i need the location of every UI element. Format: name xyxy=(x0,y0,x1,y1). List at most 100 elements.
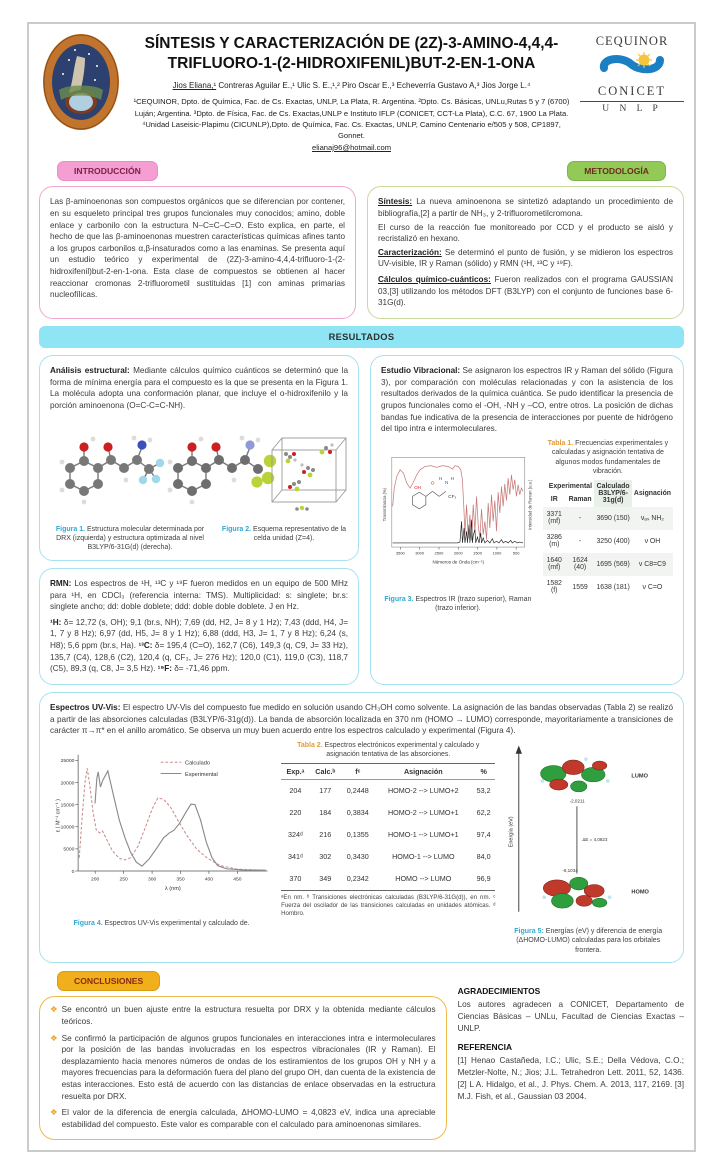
fig4-ytick-5: 0 xyxy=(72,869,75,875)
tabla1-caption: Tabla 1. Frecuencias experimentales y ca… xyxy=(543,439,673,477)
t1-r3-ir: 1582 (f) xyxy=(546,580,562,595)
referencia-2: [2] L A. Hidalgo, et al., J. Phys. Chem.… xyxy=(457,1080,675,1090)
rmn-c-text: δ= 195,4 (C=O), 162,7 (C6), 149,3 (q, C9… xyxy=(50,641,348,674)
header-center: SÍNTESIS Y CARACTERIZACIÓN DE (2Z)-3-AMI… xyxy=(129,30,574,153)
fig3-xtick-2: 2500 xyxy=(435,550,445,555)
rmn-h-lead: ¹H: xyxy=(50,617,62,627)
unit-cell-box xyxy=(271,437,347,503)
conclusion-text-2: Se confirmó la participación de algunos … xyxy=(61,1033,436,1101)
metodologia-badge: METODOLOGÍA xyxy=(567,161,666,182)
rmn-h-text: δ= 12,72 (s, OH); 9,1 (br.s, NH); 7,69 (… xyxy=(50,617,348,651)
fig4-xtick-3: 350 xyxy=(176,876,185,882)
metodologia-p2: Caracterización: Se determinó el punto d… xyxy=(378,247,673,270)
figura1-caption: Figura 1. Estructura molecular determina… xyxy=(50,525,210,553)
figura2-caption-text: Esquema representativo de la celda unida… xyxy=(251,525,347,542)
fig3-xticks xyxy=(400,546,517,550)
fig3-xtick-3: 2000 xyxy=(454,550,464,555)
molecule-inset: OH O H N H CF₃ xyxy=(412,476,456,510)
analisis-body: Mediante cálculos químico cuánticos se d… xyxy=(50,366,349,410)
t2-header-exp: Exp.ᵃ xyxy=(281,763,310,780)
bottom-row: CONCLUSIONES ❖ Se encontró un buen ajuste… xyxy=(39,971,684,1140)
t2-r3-exp: 341ᵈ xyxy=(288,852,303,862)
header: SÍNTESIS Y CARACTERIZACIÓN DE (2Z)-3-AMI… xyxy=(39,30,684,153)
metodologia-section: METODOLOGÍA Síntesis: La nueva aminoenon… xyxy=(367,159,684,319)
calculado-curve xyxy=(78,768,266,871)
t2-r2-f: 0,1355 xyxy=(346,830,369,840)
uvvis-text: Espectros UV-Vis: El espectro UV-Vis del… xyxy=(50,702,673,737)
metodologia-p1b: El curso de la reacción fue monitoreado … xyxy=(378,222,673,244)
rmn-f-text: δ= -71,46 ppm. xyxy=(171,664,230,674)
poster: SÍNTESIS Y CARACTERIZACIÓN DE (2Z)-3-AMI… xyxy=(27,22,696,1152)
t2-header-asignacion: Asignación xyxy=(374,763,472,780)
fig4-xlabel: λ (nm) xyxy=(165,886,181,892)
t2-r1-f: 0,3834 xyxy=(346,808,369,818)
t2-r2-pct: 97,4 xyxy=(476,830,491,840)
rmn-lead: RMN: xyxy=(50,578,72,588)
metodologia-p3: Cálculos químico-cuánticos: Fueron reali… xyxy=(378,274,673,309)
conclusion-item: ❖ Se encontró un buen ajuste entre la est… xyxy=(50,1004,436,1027)
fig4-ylabel: ε ( M⁻¹ cm⁻¹ ) xyxy=(55,799,61,832)
tabla1-header-raman: Raman xyxy=(565,493,595,507)
contact-email-link[interactable]: elianaj96@hotmail.com xyxy=(311,142,392,152)
affiliation-line2: Luján; Argentina. ³Dpto. de Física, Fac.… xyxy=(134,108,569,118)
tabla1-block: Tabla 1. Frecuencias experimentales y ca… xyxy=(542,439,673,614)
conicet-infinity-icon xyxy=(600,52,664,74)
vibracional-lead: Estudio Vibracional: xyxy=(381,366,461,375)
fig4-xtick-1: 250 xyxy=(119,876,128,882)
referencia-title: REFERENCIA xyxy=(457,1042,513,1053)
t2-r0-exp: 204 xyxy=(289,786,302,796)
figure-captions-row: Figura 1. Estructura molecular determina… xyxy=(50,522,348,553)
conclusiones-badge: CONCLUSIONES xyxy=(57,971,161,992)
t2-r1-calc: 184 xyxy=(319,808,332,818)
tabla2: Exp.ᵃ Calc.ᵇ fᶜ Asignación % 204 177 0,244… xyxy=(281,762,496,891)
t1-r1-ir: 3286 (m) xyxy=(546,534,562,549)
t1-r0-asig: νₐₛ NH₂ xyxy=(631,506,673,530)
t2-r3-asig: HOMO-1 --> LUMO xyxy=(392,852,455,862)
inset-o-label: O xyxy=(431,481,435,486)
legend-calculado: Calculado xyxy=(185,761,210,767)
t2-r4-f: 0,2342 xyxy=(346,874,369,884)
t1-r0-calc: 3690 (150) xyxy=(594,506,632,530)
delta-homo-lumo-value: ΔE = 4,0823 xyxy=(583,837,609,842)
molecule-optimized xyxy=(177,446,259,492)
estudio-vibracional-box: Estudio Vibracional: Se asignaron los es… xyxy=(370,355,684,685)
fig3-xtick-1: 3000 xyxy=(415,550,425,555)
rmn-data: ¹H: δ= 12,72 (s, OH); 9,1 (br.s, NH); 7,… xyxy=(50,617,348,675)
t1-r1-calc: 3250 (400) xyxy=(596,537,630,545)
uvvis-chart: 25000 20000 15000 10000 5000 0 200 250 3… xyxy=(55,754,268,892)
inset-h2-label: H xyxy=(451,476,454,481)
affiliation-line1: ¹CEQUINOR, Dpto. de Química, Fac. de Cs.… xyxy=(133,97,570,107)
referencia-text: [1] Henao Castañeda, I.C.; Ulic, S.E.; D… xyxy=(458,1055,684,1103)
fig4-xtick-5: 450 xyxy=(233,876,242,882)
homo-label: HOMO xyxy=(632,889,650,895)
diamond-bullet-icon: ❖ xyxy=(50,1032,58,1043)
referencia-1: [1] Henao Castañeda, I.C.; Ulic, S.E.; D… xyxy=(457,1056,684,1078)
metodologia-box: Síntesis: La nueva aminoenona se sinteti… xyxy=(367,186,684,319)
tabla2-footnote: ᵃEn nm. ᵇ Transiciones electrónicas calc… xyxy=(281,893,496,918)
tabla1-row: 3286 (m) - 3250 (400) ν OH xyxy=(543,530,673,553)
tabla1-row: 1582 (f) 1559 1638 (181) ν C=O xyxy=(543,576,673,599)
figura4-block: 25000 20000 15000 10000 5000 0 200 250 3… xyxy=(50,741,273,928)
figura3-block: Transmitancia (%) Intensidad de Raman (u… xyxy=(381,439,535,614)
fig3-ylabel-left: Transmitancia (%) xyxy=(382,487,387,521)
metodologia-p1: Síntesis: La nueva aminoenona se sinteti… xyxy=(378,196,673,219)
t1-r2-raman: 1624 (40) xyxy=(565,552,595,576)
tabla2-row: 220 184 0,3834 HOMO-2 --> LUMO+1 62,2 xyxy=(281,802,495,824)
unit-cell-molecules xyxy=(284,442,334,511)
figura3-label: Figura 3. xyxy=(384,595,414,603)
inset-oh-label: OH xyxy=(414,485,421,490)
figura4-label: Figura 4. xyxy=(73,919,103,927)
t1-r0-raman: - xyxy=(565,506,595,530)
homo-orbital-image xyxy=(542,876,612,909)
figura5-caption: Figura 5: Energías (eV) y diferencia de … xyxy=(503,927,673,955)
inset-cf3-label: CF₃ xyxy=(448,494,456,499)
calculos-text: Fueron realizados con el programa GAUSSI… xyxy=(378,275,673,308)
diamond-bullet-icon: ❖ xyxy=(50,1107,58,1118)
t2-r0-calc: 177 xyxy=(319,786,332,796)
figura5-caption-text: Energías (eV) y diferencia de energía (Δ… xyxy=(516,927,663,954)
fig4-ytick-0: 25000 xyxy=(61,758,75,764)
results-left-column: Análisis estructural: Mediante cálculos … xyxy=(39,355,359,685)
tabla2-row: 341ᵈ 302 0,3430 HOMO-1 --> LUMO 84,0 xyxy=(281,846,495,868)
tabla1-header-ir: IR xyxy=(542,493,566,507)
uvvis-lead: Espectros UV-Vis: xyxy=(50,703,121,712)
